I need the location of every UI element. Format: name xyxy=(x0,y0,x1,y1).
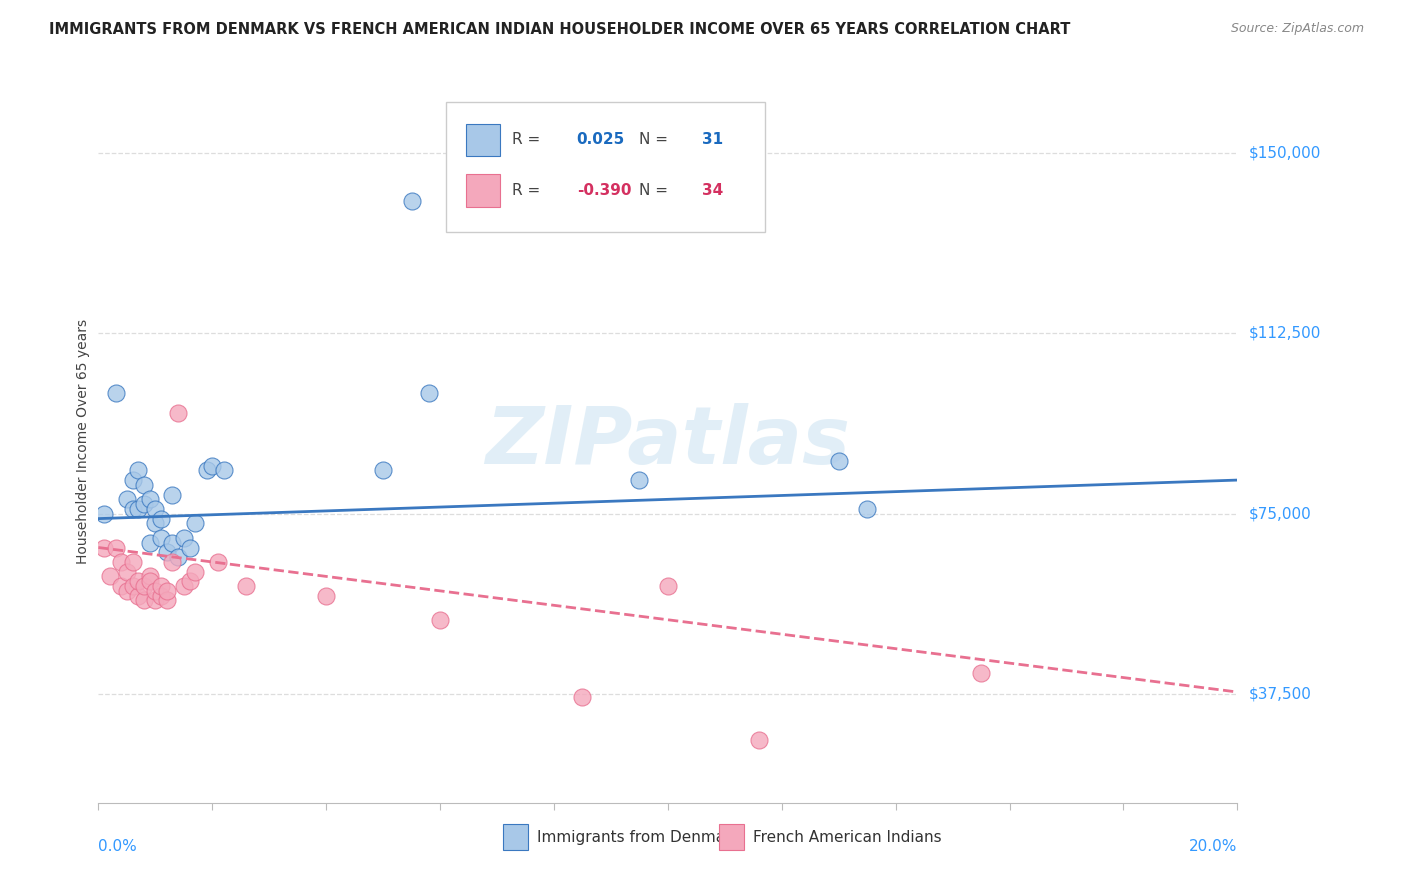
Point xyxy=(138,535,160,549)
Point xyxy=(121,502,143,516)
Point xyxy=(121,473,143,487)
Point xyxy=(212,463,235,477)
Point xyxy=(110,555,132,569)
Text: $75,000: $75,000 xyxy=(1249,507,1312,521)
Point xyxy=(132,579,155,593)
Point xyxy=(121,555,143,569)
Point xyxy=(173,531,195,545)
Point xyxy=(179,541,201,555)
FancyBboxPatch shape xyxy=(467,174,501,207)
Point xyxy=(150,531,173,545)
Point xyxy=(156,545,179,559)
Text: IMMIGRANTS FROM DENMARK VS FRENCH AMERICAN INDIAN HOUSEHOLDER INCOME OVER 65 YEA: IMMIGRANTS FROM DENMARK VS FRENCH AMERIC… xyxy=(49,22,1070,37)
Point xyxy=(115,492,138,507)
Point xyxy=(856,502,879,516)
Point xyxy=(150,579,173,593)
Point xyxy=(138,574,160,589)
Point xyxy=(429,613,451,627)
Text: $37,500: $37,500 xyxy=(1249,687,1312,702)
Point xyxy=(110,579,132,593)
Y-axis label: Householder Income Over 65 years: Householder Income Over 65 years xyxy=(76,319,90,564)
Text: $112,500: $112,500 xyxy=(1249,326,1320,341)
Point xyxy=(828,454,851,468)
Text: 0.0%: 0.0% xyxy=(98,838,138,854)
Point xyxy=(207,555,229,569)
Point xyxy=(748,733,770,747)
Point xyxy=(184,516,207,531)
Text: 34: 34 xyxy=(702,183,723,198)
FancyBboxPatch shape xyxy=(467,124,501,156)
Point xyxy=(418,386,440,401)
Point xyxy=(150,589,173,603)
Point xyxy=(138,569,160,583)
Point xyxy=(167,550,190,565)
Point xyxy=(571,690,593,704)
Point xyxy=(115,583,138,598)
Point xyxy=(127,589,149,603)
Point xyxy=(373,463,395,477)
Point xyxy=(184,565,207,579)
Text: N =: N = xyxy=(640,132,673,147)
Point xyxy=(104,386,127,401)
Point xyxy=(970,665,993,680)
Point xyxy=(127,463,149,477)
Text: Immigrants from Denmark: Immigrants from Denmark xyxy=(537,830,740,845)
Point xyxy=(235,579,257,593)
Point xyxy=(401,194,423,208)
Text: Source: ZipAtlas.com: Source: ZipAtlas.com xyxy=(1230,22,1364,36)
Point xyxy=(127,574,149,589)
Point xyxy=(162,555,184,569)
Point xyxy=(132,497,155,511)
Point xyxy=(195,463,218,477)
Point xyxy=(127,502,149,516)
Point xyxy=(628,473,651,487)
Text: $150,000: $150,000 xyxy=(1249,145,1320,160)
Point xyxy=(156,593,179,607)
Point xyxy=(145,593,167,607)
Point xyxy=(93,541,115,555)
Point xyxy=(162,487,184,501)
Point xyxy=(138,492,160,507)
Point xyxy=(179,574,201,589)
Text: -0.390: -0.390 xyxy=(576,183,631,198)
Point xyxy=(93,507,115,521)
Text: R =: R = xyxy=(512,132,546,147)
Text: ZIPatlas: ZIPatlas xyxy=(485,402,851,481)
Point xyxy=(162,535,184,549)
Point xyxy=(98,569,121,583)
Point xyxy=(104,541,127,555)
Text: N =: N = xyxy=(640,183,673,198)
Point xyxy=(121,579,143,593)
Point xyxy=(132,593,155,607)
Point xyxy=(167,406,190,420)
Point xyxy=(145,502,167,516)
Point xyxy=(657,579,679,593)
Point xyxy=(132,478,155,492)
Text: French American Indians: French American Indians xyxy=(754,830,942,845)
Point xyxy=(156,583,179,598)
Text: 0.025: 0.025 xyxy=(576,132,626,147)
Point xyxy=(115,565,138,579)
Point xyxy=(145,583,167,598)
Text: 31: 31 xyxy=(702,132,723,147)
Point xyxy=(150,511,173,525)
FancyBboxPatch shape xyxy=(503,824,527,850)
FancyBboxPatch shape xyxy=(718,824,744,850)
Point xyxy=(173,579,195,593)
Point xyxy=(315,589,337,603)
Text: 20.0%: 20.0% xyxy=(1189,838,1237,854)
FancyBboxPatch shape xyxy=(446,102,765,232)
Point xyxy=(145,516,167,531)
Text: R =: R = xyxy=(512,183,546,198)
Point xyxy=(201,458,224,473)
